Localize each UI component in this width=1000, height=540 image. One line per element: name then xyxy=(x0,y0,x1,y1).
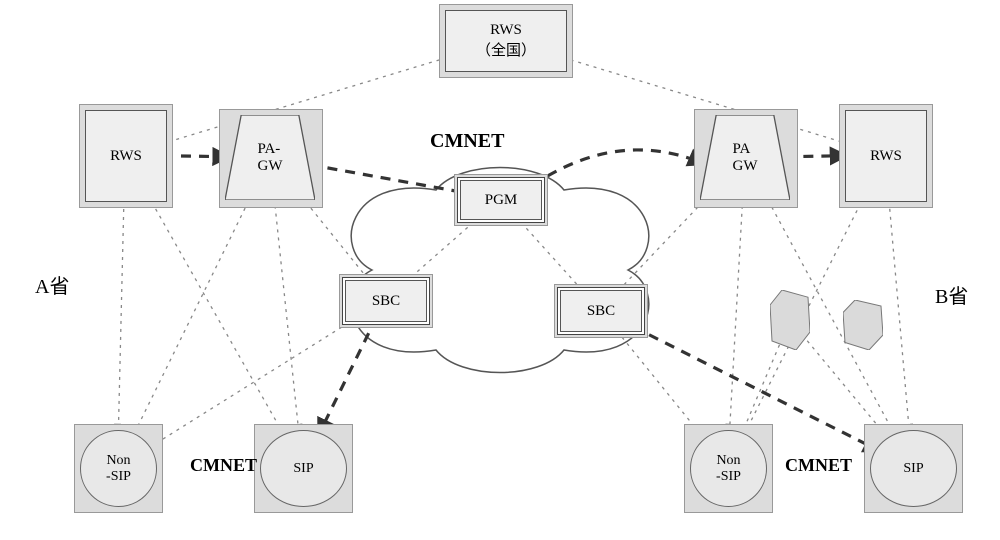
node-nonsip_a-label: Non -SIP xyxy=(80,430,157,507)
node-pgm: PGM xyxy=(460,180,540,218)
node-sip_a-label: SIP xyxy=(260,430,347,507)
node-rws_b-label: RWS xyxy=(845,110,927,202)
edge-rws_national-rws_b xyxy=(532,48,848,144)
edge-pa_gw_a-nonsip_a xyxy=(133,194,252,436)
edge-pa_gw_b-nonsip_b xyxy=(730,198,743,432)
label-province_b: B省 xyxy=(935,280,968,309)
label-cmnet_bl: CMNET xyxy=(190,455,257,476)
label-cmnet_br: CMNET xyxy=(785,455,852,476)
node-sbc_a-label: SBC xyxy=(345,280,427,322)
node-rws_national-label: RWS （全国） xyxy=(445,10,567,72)
node-nonsip_a: Non -SIP xyxy=(80,430,155,505)
node-nonsip_b-label: Non -SIP xyxy=(690,430,767,507)
node-rws_national: RWS （全国） xyxy=(445,10,565,70)
node-pgm-label: PGM xyxy=(460,180,542,220)
node-sip_b: SIP xyxy=(870,430,955,505)
node-blob2 xyxy=(843,300,883,350)
edge-rws_a-sip_a xyxy=(144,188,285,436)
node-rws_b: RWS xyxy=(845,110,925,200)
node-rws_a: RWS xyxy=(85,110,165,200)
node-pa_gw_b-label: PA GW xyxy=(700,115,790,200)
node-pa_gw_a: PA- GW xyxy=(225,115,315,200)
node-sip_b-label: SIP xyxy=(870,430,957,507)
edge-sbc_a-sip_a xyxy=(318,317,376,435)
node-sbc_a: SBC xyxy=(345,280,425,320)
edge-rws_b-sip_b xyxy=(888,193,909,432)
node-rws_a-label: RWS xyxy=(85,110,167,202)
node-pa_gw_b: PA GW xyxy=(700,115,790,200)
node-sip_a: SIP xyxy=(260,430,345,505)
node-sbc_b-label: SBC xyxy=(560,290,642,332)
label-cmnet_top: CMNET xyxy=(430,130,504,153)
node-sbc_b: SBC xyxy=(560,290,640,330)
edge-pa_gw_a-sip_a xyxy=(274,198,299,432)
label-province_a: A省 xyxy=(35,270,69,299)
node-nonsip_b: Non -SIP xyxy=(690,430,765,505)
node-pa_gw_a-label: PA- GW xyxy=(225,115,315,200)
edge-rws_a-nonsip_a xyxy=(118,193,124,432)
node-blob1 xyxy=(770,290,810,350)
